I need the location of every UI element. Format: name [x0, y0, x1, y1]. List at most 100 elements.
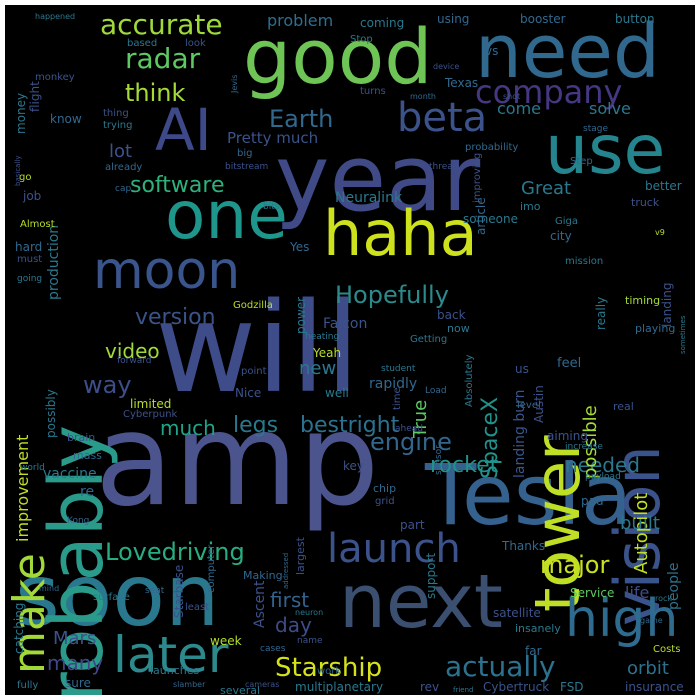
word-high: high: [565, 589, 679, 649]
word-cases: cases: [260, 644, 286, 654]
word-part: part: [400, 518, 425, 532]
word-thread: thread: [429, 162, 459, 172]
word-first: first: [270, 588, 310, 612]
word-sensor: sensor: [434, 445, 444, 475]
word-spacex: SpaceX: [478, 396, 503, 479]
word-think: think: [125, 79, 186, 107]
word-least: least: [185, 602, 210, 613]
word-landing: landing: [660, 282, 674, 327]
word-bitstream: bitstream: [225, 162, 269, 172]
word-earth: Earth: [269, 105, 334, 133]
word-needed: needed: [565, 453, 640, 477]
word-brain: brain: [67, 431, 96, 444]
word-going: going: [17, 274, 43, 284]
word-service: Service: [570, 586, 615, 600]
word-week: week: [210, 634, 242, 648]
word-cap: cap: [115, 184, 132, 194]
word-bits: bits: [263, 202, 280, 212]
word-improving: improving: [472, 152, 483, 203]
word-addressed: addressed: [282, 552, 290, 589]
word-mars: Mars: [53, 628, 97, 649]
word-forward: forward: [117, 356, 152, 366]
word-support: support: [424, 552, 438, 599]
word-lot: lot: [109, 141, 133, 162]
word-article: article: [474, 197, 488, 235]
word-power: power: [294, 296, 308, 334]
word-satellite: satellite: [493, 606, 541, 620]
word-cloud: amp will year Tesla soon next good need …: [5, 5, 695, 695]
word-built: built: [620, 513, 660, 534]
word-starbase: Starbase: [172, 564, 186, 618]
word-timing: timing: [625, 294, 661, 307]
word-feel: feel: [557, 356, 582, 371]
word-radar: radar: [125, 42, 201, 75]
word-better: better: [645, 179, 682, 193]
word-problem: problem: [267, 11, 334, 30]
word-now: now: [447, 322, 470, 335]
word-one: one: [165, 177, 288, 254]
word-money: money: [14, 92, 28, 134]
word-later: later: [113, 626, 229, 684]
word-kong: Kong: [67, 516, 90, 526]
word-getting: Getting: [410, 334, 448, 345]
word-several: several: [220, 684, 261, 695]
word-student: student: [381, 364, 416, 374]
word-neuralink: Neuralink: [335, 190, 403, 206]
word-pad: pad: [581, 494, 604, 508]
word-solve: solve: [589, 99, 631, 118]
word-know: know: [50, 112, 82, 126]
word-engine: engine: [370, 428, 452, 456]
word-mission: mission: [565, 256, 604, 267]
word-re: re: [80, 484, 95, 500]
word-yeah: Yeah: [313, 346, 342, 360]
word-truck: truck: [631, 196, 660, 209]
word-much: much: [160, 416, 216, 440]
word-button: button: [615, 12, 655, 26]
word-vaccine: vaccine: [43, 466, 97, 482]
word-orbit: orbit: [627, 658, 669, 679]
word-level: level: [517, 400, 541, 411]
word-production: production: [46, 224, 62, 300]
word-game: game: [640, 616, 663, 625]
word-software: software: [130, 173, 225, 198]
word-major: major: [540, 551, 610, 579]
word-city: city: [550, 229, 572, 243]
word-booster: booster: [520, 12, 566, 26]
word-mind: mind: [39, 584, 60, 593]
word-someone: someone: [463, 212, 518, 226]
word-improvement: improvement: [13, 434, 32, 542]
word-basically: basically: [14, 155, 22, 187]
word-absolutely: Absolutely: [464, 354, 475, 407]
word-come: come: [497, 99, 542, 118]
word-limited: limited: [130, 397, 172, 411]
word-fsd: FSD: [560, 680, 584, 694]
word-based: based: [127, 38, 158, 49]
word-ascent: Ascent: [252, 580, 268, 628]
word-turns: turns: [360, 86, 386, 97]
word-ai: AI: [155, 96, 212, 164]
word-rev: rev: [420, 680, 440, 694]
word-vs: vs: [485, 44, 499, 58]
word-moon: moon: [93, 241, 241, 301]
word-neuron: neuron: [295, 608, 324, 617]
word-will: will: [155, 277, 360, 421]
word-ahead: ahead: [395, 424, 423, 434]
word-seat: seat: [145, 586, 165, 596]
word-haha: haha: [323, 197, 478, 270]
word-trying: trying: [103, 120, 133, 131]
word-job: job: [23, 189, 42, 203]
word-shot: shot: [503, 92, 521, 101]
word-use: use: [545, 111, 666, 190]
word-multiplanetary: multiplanetary: [295, 680, 384, 694]
word-good: good: [243, 12, 433, 101]
word-work: work: [317, 666, 342, 677]
word-costs: Costs: [653, 644, 681, 655]
word-monkey: monkey: [35, 72, 75, 83]
word-computer: computer: [206, 544, 217, 593]
word-company: company: [475, 73, 623, 111]
word-almost: Almost: [20, 219, 55, 230]
word-soon: soon: [15, 546, 220, 646]
word-cameras: cameras: [245, 680, 280, 689]
word-look: look: [185, 38, 206, 49]
word-actually: actually: [445, 650, 556, 683]
